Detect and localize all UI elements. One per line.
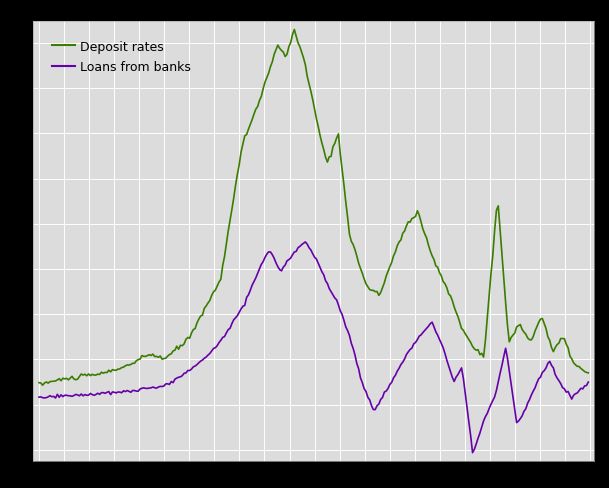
Legend: Deposit rates, Loans from banks: Deposit rates, Loans from banks [40, 28, 203, 86]
